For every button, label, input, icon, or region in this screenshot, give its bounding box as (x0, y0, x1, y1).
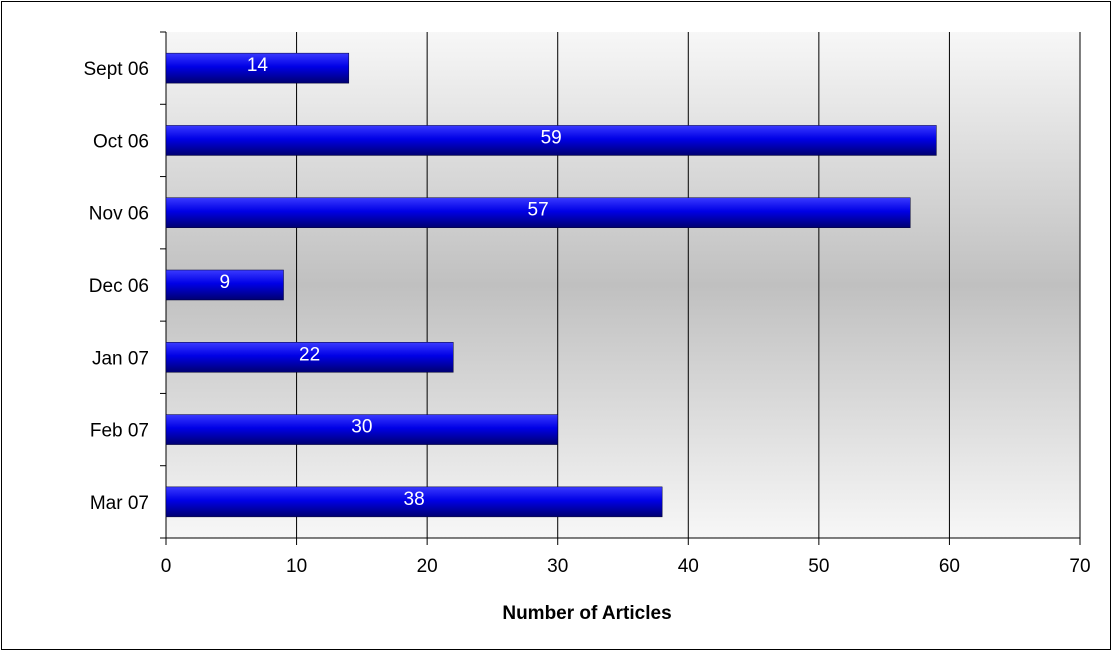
bar (165, 197, 911, 228)
x-tick-label: 50 (808, 556, 829, 577)
category-label: Sept 06 (84, 59, 150, 80)
labels: 0 10 20 30 40 50 60 70 Sept 06 14 Oct 06 59 Nov 06 57… (84, 55, 1091, 577)
gridlines (296, 32, 1081, 538)
x-tick-label: 70 (1069, 556, 1090, 577)
x-tick-label: 40 (678, 556, 699, 577)
bar (165, 269, 284, 301)
data-label: 9 (219, 272, 230, 293)
category-label: Oct 06 (93, 131, 149, 152)
category-label: Jan 07 (92, 348, 149, 369)
x-tick-label: 20 (417, 556, 438, 577)
x-tick-label: 30 (547, 556, 568, 577)
bar (165, 342, 454, 373)
data-label: 57 (528, 200, 549, 221)
plot-area (166, 32, 1080, 538)
x-tick-label: 60 (939, 556, 960, 577)
category-label: Dec 06 (89, 276, 149, 297)
bars (165, 52, 937, 518)
data-label: 59 (541, 127, 562, 148)
x-tick-label: 10 (286, 556, 307, 577)
data-label: 30 (351, 417, 372, 438)
bar (165, 414, 558, 445)
category-label: Mar 07 (90, 493, 149, 514)
bar (165, 52, 350, 84)
bar (165, 486, 663, 518)
category-label: Nov 06 (89, 204, 149, 225)
x-axis-title: Number of Articles (502, 603, 671, 624)
data-label: 38 (404, 489, 425, 510)
data-label: 22 (299, 344, 320, 365)
category-label: Feb 07 (90, 421, 149, 442)
bar (165, 125, 937, 156)
data-label: 14 (247, 55, 269, 76)
x-tick-label: 0 (161, 556, 172, 577)
